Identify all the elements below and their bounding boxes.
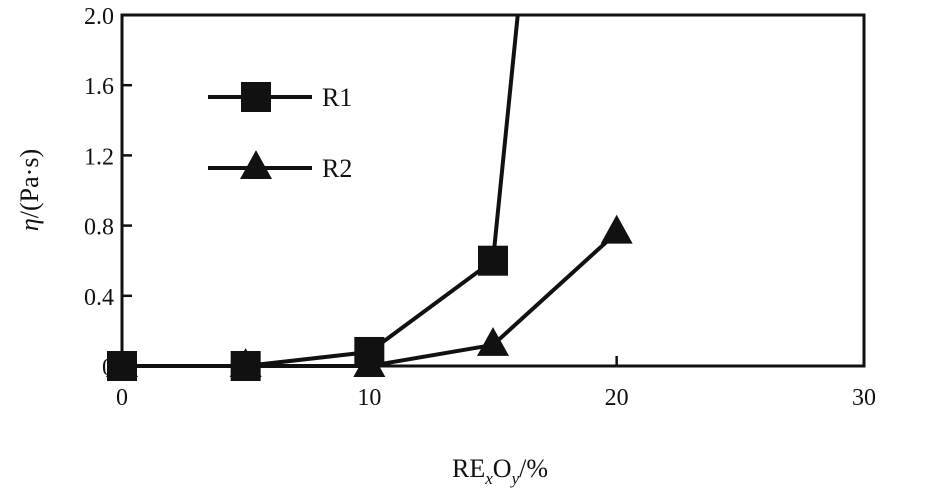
x-tick-label: 0	[116, 385, 128, 411]
x-axis-title: RExOy/%	[452, 454, 548, 488]
data-point-r2	[600, 214, 633, 244]
axes: 010203000.40.81.21.62.0	[84, 4, 876, 411]
legend: R1 R2	[208, 82, 352, 183]
y-tick-label: 2.0	[84, 4, 114, 30]
data-point-r1	[354, 336, 385, 367]
legend-item-r1: R1	[208, 82, 352, 112]
x-tick-label: 30	[852, 385, 876, 411]
x-tick-label: 20	[605, 385, 629, 411]
legend-item-r2: R2	[208, 150, 352, 183]
data-point-r1	[478, 245, 508, 276]
data-point-r1	[230, 351, 261, 381]
legend-label: R2	[322, 154, 352, 183]
data-point-r1	[107, 351, 137, 381]
y-tick-label: 1.2	[84, 144, 114, 170]
y-tick-label: 0.8	[84, 215, 114, 241]
legend-marker-square	[241, 82, 271, 112]
data-point-r2	[477, 327, 509, 356]
legend-label: R1	[322, 83, 352, 112]
y-tick-label: 1.6	[84, 74, 114, 100]
legend-marker-triangle	[240, 150, 272, 179]
x-tick-label: 10	[357, 385, 381, 411]
series-layer	[106, 14, 633, 381]
y-axis-title: η/(Pa·s)	[15, 149, 44, 231]
y-tick-label: 0.4	[84, 285, 114, 311]
series-r1	[107, 14, 520, 381]
plot-frame	[120, 13, 866, 368]
series-line-r1	[122, 14, 520, 368]
